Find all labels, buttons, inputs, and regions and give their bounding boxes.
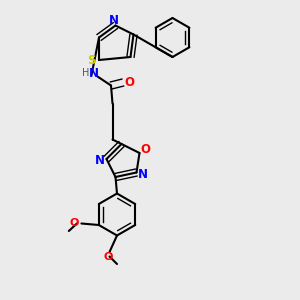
Text: N: N xyxy=(95,154,105,167)
Text: O: O xyxy=(69,218,79,229)
Text: N: N xyxy=(109,14,119,28)
Text: O: O xyxy=(124,76,135,89)
Text: N: N xyxy=(89,67,99,80)
Text: H: H xyxy=(82,68,90,79)
Text: O: O xyxy=(103,252,113,262)
Text: S: S xyxy=(87,53,96,67)
Text: N: N xyxy=(138,167,148,181)
Text: O: O xyxy=(140,143,151,156)
